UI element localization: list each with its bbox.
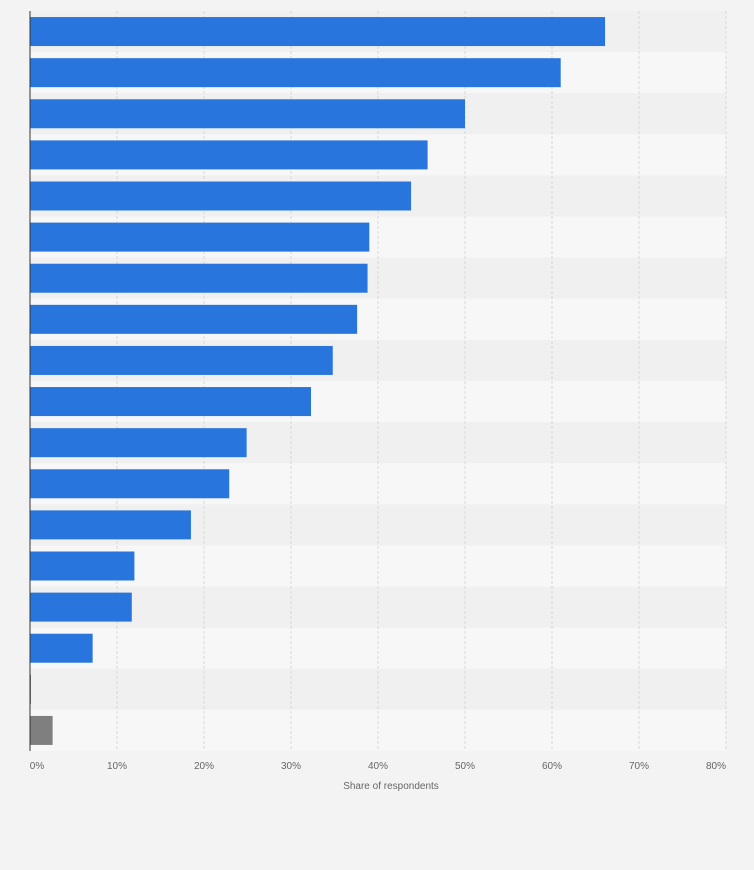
bar-9[interactable] <box>30 345 333 375</box>
x-axis-title: Share of respondents <box>343 781 439 792</box>
x-tick-label: 0% <box>30 761 45 772</box>
bar-5[interactable] <box>30 181 412 211</box>
bar-1[interactable] <box>30 17 606 47</box>
bar-15[interactable] <box>30 592 132 622</box>
x-tick-label: 50% <box>455 761 475 772</box>
bar-3[interactable] <box>30 99 465 129</box>
x-tick-label: 20% <box>194 761 214 772</box>
bar-8[interactable] <box>30 304 358 334</box>
x-axis-ticks: 0% 10% 20% 30% 40% 50% 60% 70% 80% <box>30 761 726 772</box>
x-tick-label: 60% <box>542 761 562 772</box>
x-tick-label: 30% <box>281 761 301 772</box>
bar-7[interactable] <box>30 263 368 293</box>
bar-11[interactable] <box>30 428 247 458</box>
x-tick-label: 70% <box>629 761 649 772</box>
bar-4[interactable] <box>30 140 428 170</box>
bar-12[interactable] <box>30 469 230 499</box>
bar-6[interactable] <box>30 222 370 252</box>
x-tick-label: 40% <box>368 761 388 772</box>
bar-13[interactable] <box>30 510 191 540</box>
gridlines <box>116 11 727 751</box>
bar-2[interactable] <box>30 58 561 88</box>
bar-14[interactable] <box>30 551 135 581</box>
bars <box>30 17 606 745</box>
x-tick-label: 10% <box>107 761 127 772</box>
bar-10[interactable] <box>30 387 312 417</box>
bar-16[interactable] <box>30 633 93 663</box>
bar-18[interactable] <box>30 715 53 745</box>
x-tick-label: 80% <box>706 761 726 772</box>
